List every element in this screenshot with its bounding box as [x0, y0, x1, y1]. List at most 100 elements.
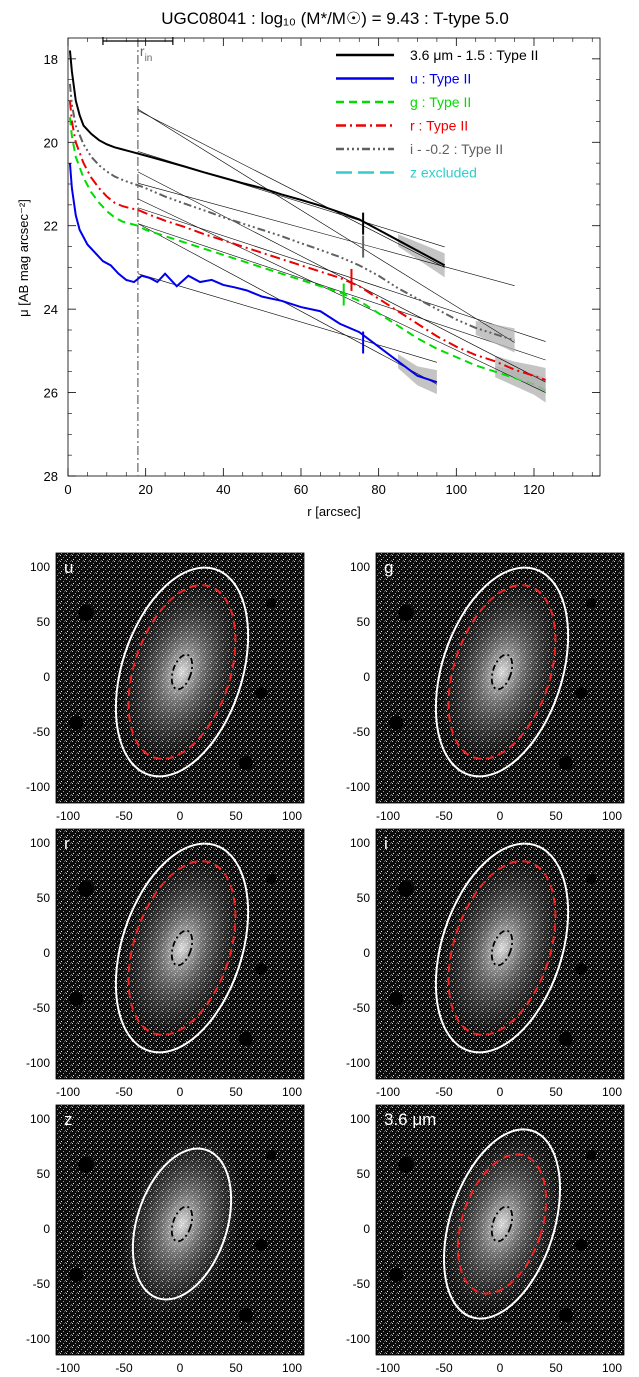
mask-blob [398, 605, 414, 621]
break-radius-ellipse [127, 860, 237, 1036]
outer-isophote-ellipse [434, 842, 570, 1054]
panel-y-tick-label: -100 [26, 1332, 50, 1346]
inner-radius-ellipse [490, 1205, 514, 1243]
galaxy-glow [119, 578, 245, 766]
panel-x-tick-label: 100 [282, 1085, 302, 1099]
panel-x-tick-label: -100 [56, 1085, 80, 1099]
panel-y-tick-label: 50 [37, 1167, 51, 1181]
outer-disk-fit [137, 110, 445, 268]
chart-title: UGC08041 : log₁₀ (M*/M☉) = 9.43 : T-type… [161, 9, 509, 28]
panel-y-tick-label: 100 [350, 560, 370, 574]
inner-radius-ellipse [170, 1205, 194, 1243]
outer-isophote-ellipse [443, 1128, 561, 1320]
series-line [68, 163, 438, 384]
panel-x-tick-label: 100 [602, 809, 622, 823]
panel-y-tick-label: 100 [30, 836, 50, 850]
panel-x-tick-label: 0 [497, 1361, 504, 1375]
outer-isophote-ellipse [131, 1147, 233, 1301]
surface-brightness-profile-chart: UGC08041 : log₁₀ (M*/M☉) = 9.43 : T-type… [16, 9, 601, 519]
mask-blob [78, 1157, 94, 1173]
y-tick-label: 28 [44, 469, 58, 484]
panel-y-tick-label: -100 [26, 1056, 50, 1070]
y-axis-label: μ [AB mag arcsec⁻²] [16, 199, 31, 317]
galaxy-glow [119, 854, 245, 1042]
inner-disk-fit [137, 182, 515, 287]
panel-x-tick-label: -50 [435, 1361, 453, 1375]
legend-label: g : Type II [410, 94, 471, 110]
x-tick-label: 0 [64, 482, 71, 497]
y-tick-label: 20 [44, 135, 58, 150]
y-tick-label: 22 [44, 219, 58, 234]
mask-blob [69, 716, 83, 730]
mask-blob [575, 687, 587, 699]
outer-isophote-ellipse [114, 842, 250, 1054]
panel-x-tick-label: 0 [177, 1361, 184, 1375]
panel-y-tick-label: 0 [43, 1222, 50, 1236]
panel-x-tick-label: 50 [549, 1085, 563, 1099]
series-error-band [475, 320, 515, 353]
mask-blob [586, 598, 596, 608]
mask-blob [239, 756, 253, 770]
panel-3: r -100 -50 0 50 100 100 50 0 -50 -100 [26, 828, 305, 1099]
series-line [68, 50, 446, 267]
outer-disk-fit [137, 198, 546, 393]
panel-y-tick-label: -50 [33, 1001, 51, 1015]
x-tick-label: 100 [445, 482, 467, 497]
panel-y-tick-label: -50 [33, 725, 51, 739]
x-tick-label: 60 [294, 482, 308, 497]
mask-blob [559, 1032, 573, 1046]
panel-x-tick-label: -100 [376, 1361, 400, 1375]
panel-5: z -100 -50 0 50 100 100 50 0 -50 -100 [26, 1104, 305, 1375]
legend-label: i - -0.2 : Type II [410, 141, 503, 157]
panel-y-tick-label: 50 [357, 615, 371, 629]
mask-blob [398, 1157, 414, 1173]
panel-y-tick-label: 0 [363, 1222, 370, 1236]
series-error-band [398, 354, 437, 395]
panel-y-tick-label: -100 [346, 780, 370, 794]
panel-y-tick-label: 50 [357, 891, 371, 905]
panel-y-tick-label: -50 [353, 1277, 371, 1291]
panel-x-tick-label: 0 [497, 809, 504, 823]
inner-radius-ellipse [170, 929, 194, 967]
galaxy-glow [119, 1130, 245, 1318]
panel-y-tick-label: 0 [43, 946, 50, 960]
panel-x-tick-label: 50 [229, 809, 243, 823]
panel-x-tick-label: 50 [229, 1361, 243, 1375]
panel-2: g -100 -50 0 50 100 100 50 0 -50 -100 [346, 552, 625, 823]
mask-blob [559, 1308, 573, 1322]
panel-x-tick-label: -50 [435, 809, 453, 823]
panel-x-tick-label: 50 [549, 1361, 563, 1375]
mask-blob [78, 605, 94, 621]
mask-blob [398, 881, 414, 897]
legend-label: z excluded [410, 165, 477, 181]
x-tick-label: 20 [138, 482, 152, 497]
panel-y-tick-label: -50 [33, 1277, 51, 1291]
legend-label: u : Type II [410, 71, 471, 87]
panel-y-tick-label: -100 [346, 1332, 370, 1346]
panel-x-tick-label: -50 [115, 1085, 133, 1099]
outer-isophote-ellipse [114, 566, 250, 778]
outer-disk-fit [137, 223, 438, 385]
panel-y-tick-label: -100 [346, 1056, 370, 1070]
mask-blob [586, 1150, 596, 1160]
panel-band-label: u [64, 558, 73, 577]
inner-radius-ellipse [490, 929, 514, 967]
mask-blob [389, 716, 403, 730]
galaxy-glow [439, 1130, 565, 1318]
mask-blob [255, 1239, 267, 1251]
x-tick-label: 40 [216, 482, 230, 497]
panel-band-label: z [64, 1110, 73, 1129]
panel-y-tick-label: 100 [30, 1112, 50, 1126]
outer-disk-fit [137, 171, 546, 383]
panel-y-tick-label: 0 [363, 670, 370, 684]
mask-blob [239, 1308, 253, 1322]
break-radius-ellipse [127, 584, 237, 760]
panel-x-tick-label: -50 [435, 1085, 453, 1099]
y-tick-label: 24 [44, 302, 58, 317]
panel-y-tick-label: 50 [357, 1167, 371, 1181]
x-axis-label: r [arcsec] [307, 504, 360, 519]
mask-blob [255, 687, 267, 699]
legend-label: 3.6 μm - 1.5 : Type II [410, 47, 538, 63]
mask-blob [586, 874, 596, 884]
break-radius-ellipse [447, 584, 557, 760]
